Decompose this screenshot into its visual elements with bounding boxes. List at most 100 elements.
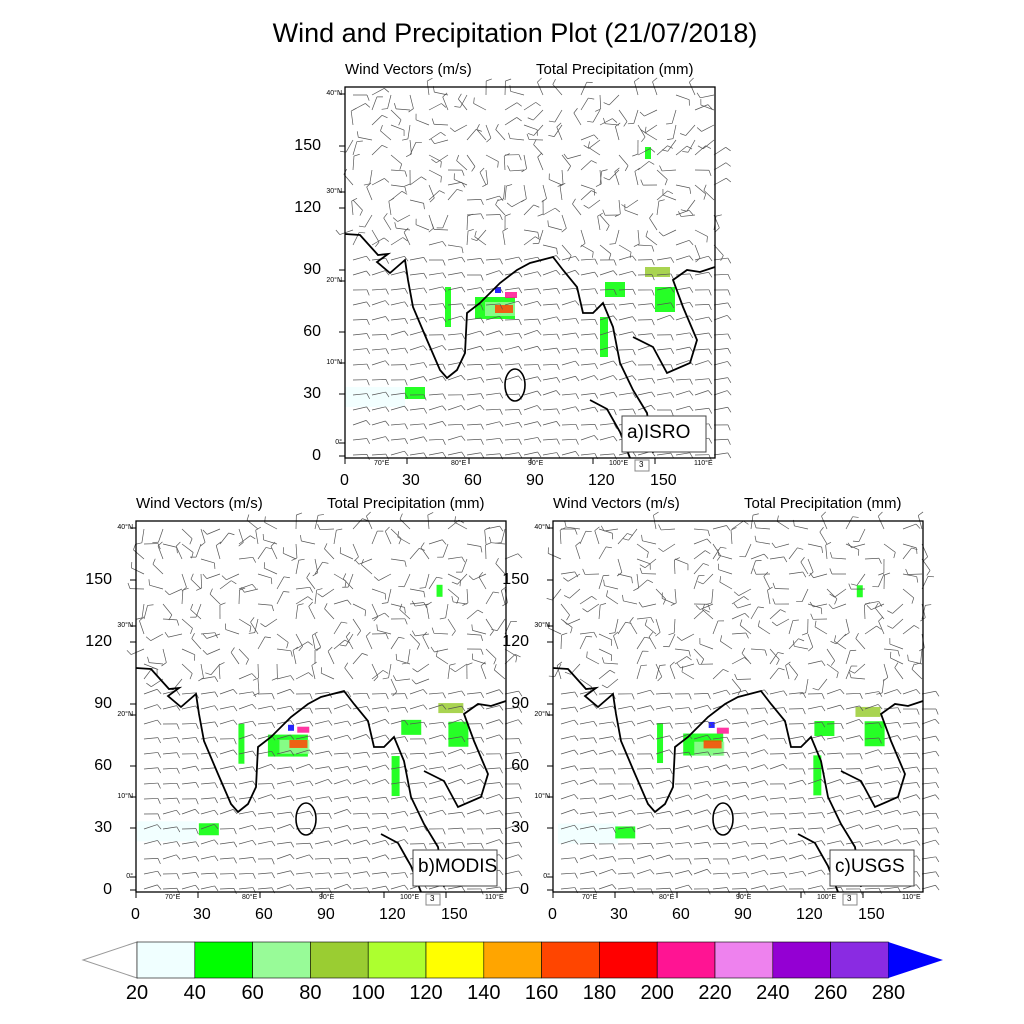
wind-barb xyxy=(428,692,446,699)
wind-barb xyxy=(693,609,710,620)
precip-cell xyxy=(297,726,310,733)
plot-frame xyxy=(135,520,507,893)
wind-barb xyxy=(712,620,724,635)
lon-tick-label: 100°E xyxy=(400,894,420,901)
wind-barb xyxy=(219,765,238,772)
wind-barb xyxy=(702,603,714,620)
wind-barb xyxy=(580,348,598,355)
precip-cell xyxy=(703,740,722,749)
wind-barb xyxy=(713,257,732,264)
wind-barb xyxy=(504,102,522,111)
wind-barb xyxy=(712,872,730,879)
wind-vectors-label: Wind Vectors (m/s) xyxy=(136,495,263,512)
wind-barb xyxy=(769,885,788,891)
wind-barb xyxy=(712,719,731,725)
lon-tick-label: 90°E xyxy=(528,460,544,467)
wind-barb xyxy=(447,375,466,381)
wind-barb xyxy=(603,169,620,181)
wind-barb xyxy=(561,332,580,339)
wind-barb xyxy=(419,573,430,589)
wind-barb xyxy=(902,752,920,759)
wind-barb xyxy=(887,618,904,629)
wind-barb xyxy=(485,542,492,560)
precip-cell xyxy=(405,387,425,399)
wind-barb xyxy=(560,719,579,726)
wind-barb xyxy=(390,288,409,294)
wind-barb xyxy=(767,586,773,605)
wind-barb xyxy=(314,561,329,575)
wind-barb xyxy=(809,572,828,579)
wind-barb xyxy=(655,664,666,680)
wind-barb xyxy=(295,780,314,787)
wind-barb xyxy=(636,689,655,696)
wind-barb xyxy=(390,379,408,386)
wind-barb xyxy=(644,126,658,141)
wind-barb xyxy=(573,108,582,126)
wind-barb xyxy=(658,229,677,237)
wind-barb xyxy=(561,424,579,431)
wind-barb xyxy=(317,588,335,598)
reference-vector-box xyxy=(842,893,858,906)
wind-barb xyxy=(579,636,593,650)
wind-barb xyxy=(560,706,579,713)
wind-barb xyxy=(352,653,368,665)
wind-barb xyxy=(133,544,145,560)
wind-barb xyxy=(314,735,333,741)
wind-barb xyxy=(829,552,847,560)
wind-barb xyxy=(162,618,180,626)
wind-barb xyxy=(412,663,430,673)
y-tick-label: 120 xyxy=(294,199,321,216)
wind-barb xyxy=(162,782,180,789)
wind-barb xyxy=(456,154,468,171)
wind-barb xyxy=(674,884,693,890)
plot-frame xyxy=(344,86,716,459)
wind-barb xyxy=(181,798,199,805)
wind-barb xyxy=(352,779,371,785)
wind-barb xyxy=(276,750,295,756)
wind-barb xyxy=(390,719,409,726)
wind-barb xyxy=(333,621,348,635)
wind-barb xyxy=(537,77,544,96)
wind-barb xyxy=(663,633,676,648)
wind-barb xyxy=(850,573,866,586)
wind-barb xyxy=(883,780,902,786)
wind-barb xyxy=(769,690,788,696)
wind-barb xyxy=(598,736,617,742)
wind-barb xyxy=(219,749,238,755)
wind-barb xyxy=(295,749,314,755)
wind-barb xyxy=(476,124,487,141)
wind-barb xyxy=(560,749,579,755)
wind-barb xyxy=(575,541,581,560)
wind-barb xyxy=(371,178,390,186)
wind-barb xyxy=(504,752,523,758)
wind-barb xyxy=(394,103,411,111)
wind-barb xyxy=(579,843,597,850)
wind-barb xyxy=(409,633,420,650)
wind-barb xyxy=(485,408,503,415)
precip-cell xyxy=(655,287,675,312)
wind-barb xyxy=(598,783,616,790)
wind-barb xyxy=(699,638,714,650)
wind-barb xyxy=(314,840,333,847)
wind-barb xyxy=(447,556,466,563)
wind-barb xyxy=(845,649,857,665)
wind-barb xyxy=(409,825,428,832)
map-panel-modis: Wind Vectors (m/s) Total Precipitation (m… xyxy=(85,491,546,951)
lat-tick-label: 20°N xyxy=(534,711,550,718)
wind-barb xyxy=(656,273,674,280)
wind-barb xyxy=(485,124,492,143)
wind-barb xyxy=(135,528,145,545)
wind-barb xyxy=(788,768,806,775)
y-tick-label: 30 xyxy=(303,385,321,402)
wind-barb xyxy=(769,648,780,665)
wind-barb xyxy=(456,558,468,573)
wind-barb xyxy=(371,706,390,713)
lat-tick-label: 40°N xyxy=(534,524,550,531)
wind-barb xyxy=(523,345,542,352)
wind-barb xyxy=(219,841,238,848)
wind-vectors-label: Wind Vectors (m/s) xyxy=(553,495,680,512)
wind-barb xyxy=(675,378,693,385)
wind-barb xyxy=(675,405,694,412)
wind-barb xyxy=(181,753,199,760)
wind-barb xyxy=(238,587,246,605)
